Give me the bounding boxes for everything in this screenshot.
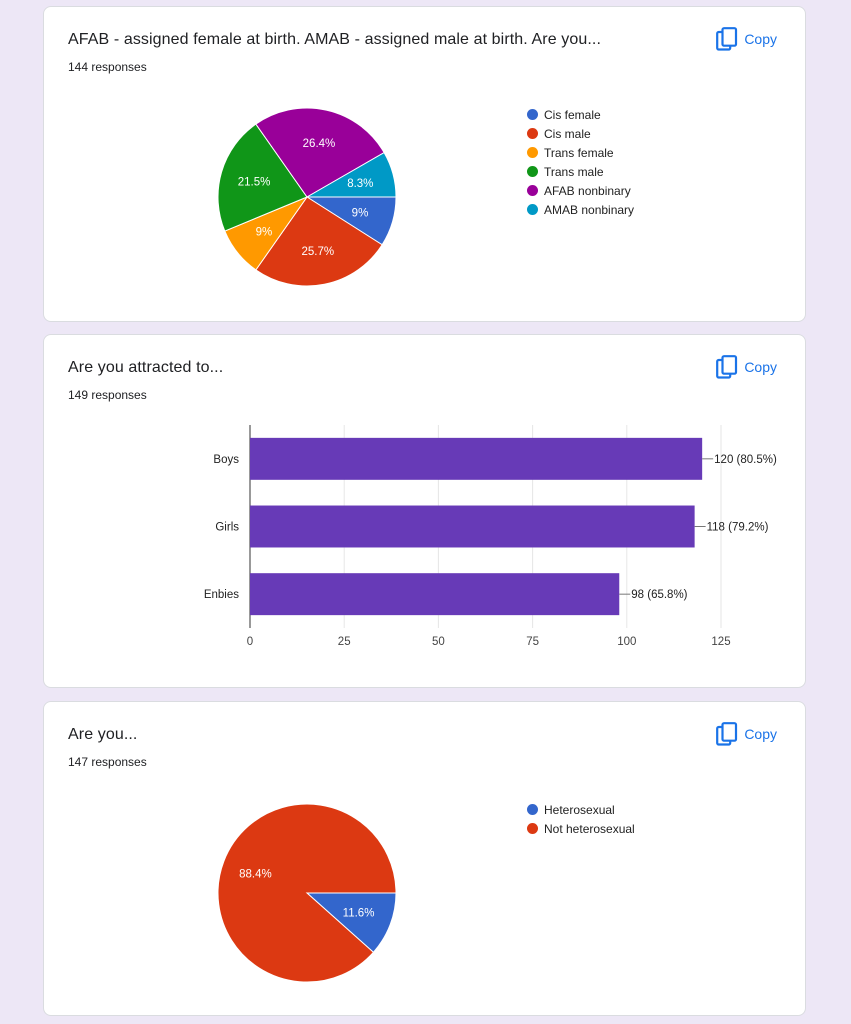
copy-label: Copy [744, 31, 777, 47]
pie-label-amab-nonbinary: 8.3% [347, 178, 373, 190]
legend-swatch [527, 166, 538, 177]
x-tick-label: 25 [338, 636, 351, 648]
legend-label: Cis male [544, 126, 591, 141]
question-card-attraction: Are you attracted to... 149 responses Co… [43, 334, 806, 688]
chart-legend: Cis female Cis male Trans female Trans male… [527, 105, 634, 219]
copy-chart-button[interactable]: Copy [712, 718, 781, 750]
legend-label: Cis female [544, 107, 601, 122]
pie-label-cis-female: 9% [352, 207, 369, 219]
category-label: Enbies [204, 589, 239, 601]
question-title: Are you attracted to... [68, 359, 224, 376]
question-title: Are you... [68, 726, 138, 743]
response-count: 144 responses [68, 60, 147, 74]
copy-chart-button[interactable]: Copy [712, 351, 781, 383]
legend-label: Trans male [544, 164, 604, 179]
copy-icon [716, 355, 738, 379]
data-label: 120 (80.5%) [714, 454, 777, 466]
legend-item-cis-female: Cis female [527, 105, 634, 124]
bar-girls [250, 505, 695, 548]
legend-swatch [527, 823, 538, 834]
legend-item-not-heterosexual: Not heterosexual [527, 819, 635, 838]
pie-slice-cis-male [255, 196, 383, 287]
legend-label: Heterosexual [544, 802, 615, 817]
pie-label-not-heterosexual: 88.4% [239, 868, 272, 880]
pie-label-trans-female: 9% [256, 227, 273, 239]
bar-boys [250, 437, 703, 480]
legend-label: Not heterosexual [544, 821, 635, 836]
chart-legend: Heterosexual Not heterosexual [527, 800, 635, 838]
pie-slice-trans-male [217, 123, 308, 232]
pie-label-trans-male: 21.5% [238, 177, 271, 189]
pie-label-afab-nonbinary: 26.4% [303, 138, 336, 150]
copy-label: Copy [744, 726, 777, 742]
copy-chart-button[interactable]: Copy [712, 23, 781, 55]
pie-slice-heterosexual [305, 892, 397, 953]
pie-label-cis-male: 25.7% [301, 246, 334, 258]
legend-label: Trans female [544, 145, 614, 160]
x-tick-label: 0 [247, 636, 253, 648]
legend-item-afab-nonbinary: AFAB nonbinary [527, 181, 634, 200]
legend-label: AMAB nonbinary [544, 202, 635, 217]
data-label: 98 (65.8%) [631, 589, 687, 601]
legend-swatch [527, 804, 538, 815]
legend-label: AFAB nonbinary [544, 183, 631, 198]
category-label: Boys [213, 454, 239, 466]
copy-label: Copy [744, 359, 777, 375]
legend-item-heterosexual: Heterosexual [527, 800, 635, 819]
legend-swatch [527, 109, 538, 120]
question-card-gender: AFAB - assigned female at birth. AMAB - … [43, 6, 806, 322]
copy-icon [716, 27, 738, 51]
legend-swatch [527, 128, 538, 139]
bar-chart-attraction: 0 25 50 75 100 125 Boys 120 (80.5%) Girls 118 (79… [204, 425, 777, 648]
pie-label-heterosexual: 11.6% [343, 908, 375, 920]
x-tick-label: 75 [526, 636, 539, 648]
response-count: 147 responses [68, 755, 147, 769]
legend-item-trans-male: Trans male [527, 162, 634, 181]
legend-swatch [527, 185, 538, 196]
legend-swatch [527, 147, 538, 158]
response-count: 149 responses [68, 388, 147, 402]
pie-chart-gender: 9% 25.7% 9% 21.5% 26.4% 8.3% [217, 107, 397, 287]
pie-slice-not-heterosexual [217, 803, 397, 983]
copy-icon [716, 722, 738, 746]
category-label: Girls [215, 522, 239, 534]
question-card-orientation: Are you... 147 responses Copy 11.6% 88.4%… [43, 701, 806, 1016]
pie-chart-orientation: 11.6% 88.4% [217, 803, 397, 983]
legend-swatch [527, 204, 538, 215]
x-tick-label: 125 [711, 636, 730, 648]
pie-slice-afab-nonbinary [255, 107, 385, 198]
x-tick-label: 50 [432, 636, 445, 648]
legend-item-amab-nonbinary: AMAB nonbinary [527, 200, 634, 219]
legend-item-cis-male: Cis male [527, 124, 634, 143]
bar-enbies [250, 573, 620, 616]
data-label: 118 (79.2%) [707, 522, 769, 534]
question-title: AFAB - assigned female at birth. AMAB - … [68, 31, 601, 48]
pie-slice-amab-nonbinary [305, 151, 397, 198]
legend-item-trans-female: Trans female [527, 143, 634, 162]
x-tick-label: 100 [617, 636, 636, 648]
